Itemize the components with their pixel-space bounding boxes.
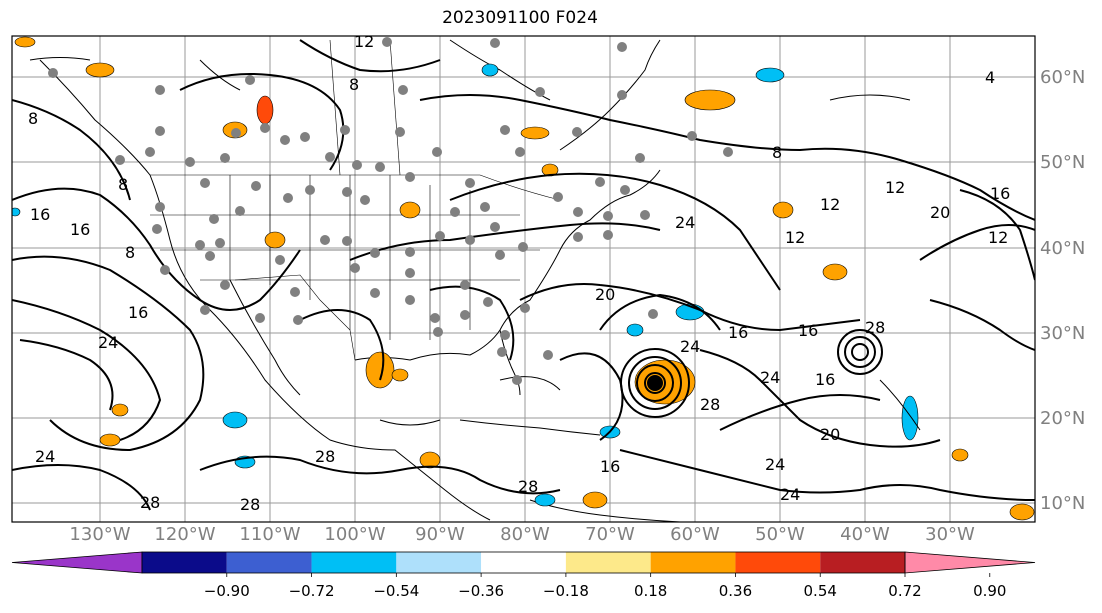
contour-label: 28 — [140, 493, 160, 512]
contour-label: 4 — [985, 68, 995, 87]
map-frame — [11, 35, 1036, 523]
longitude-label: 30°W — [925, 524, 975, 545]
contour-label: 12 — [885, 178, 905, 197]
contour-label: 8 — [118, 175, 128, 194]
longitude-label: 110°W — [239, 524, 301, 545]
colorbar-tick-label: −0.36 — [458, 582, 505, 600]
contour-label: 16 — [30, 205, 50, 224]
contour-label: 28 — [865, 318, 885, 337]
colorbar-frame — [141, 551, 906, 574]
contour-label: 16 — [728, 323, 748, 342]
colorbar-tick-label: 0.54 — [803, 582, 837, 600]
latitude-label: 60°N — [1040, 67, 1086, 88]
longitude-label: 40°W — [840, 524, 890, 545]
contour-label: 24 — [765, 455, 785, 474]
colorbar-segment — [396, 552, 482, 573]
contour-label: 8 — [349, 75, 359, 94]
longitude-label: 50°W — [755, 524, 805, 545]
longitude-label: 130°W — [69, 524, 131, 545]
colorbar-tick-label: 0.72 — [888, 582, 922, 600]
contour-label: 12 — [988, 228, 1008, 247]
colorbar-tick-label: −0.72 — [288, 582, 335, 600]
contour-label: 12 — [820, 195, 840, 214]
longitude-label: 100°W — [324, 524, 386, 545]
latitude-label: 30°N — [1040, 323, 1086, 344]
contour-labels: 12 8 4 8 16 16 8 8 24 12 16 8 24 12 16 1… — [28, 32, 1010, 514]
contour-label: 16 — [70, 220, 90, 239]
contour-label: 24 — [675, 213, 695, 232]
contour-label: 8 — [28, 109, 38, 128]
colorbar-extend-high — [904, 551, 1036, 574]
contour-label: 12 — [354, 32, 374, 51]
contour-label: 16 — [128, 303, 148, 322]
contour-label: 24 — [760, 368, 780, 387]
coastlines — [39, 39, 681, 522]
colorbar-tick-label: −0.90 — [203, 582, 250, 600]
colorbar-tick-label: 0.18 — [633, 582, 668, 600]
colorbar-tick-label: −0.54 — [373, 582, 420, 600]
longitude-label: 80°W — [500, 524, 550, 545]
contour-label: 8 — [772, 143, 782, 162]
contour-label: 20 — [820, 425, 840, 444]
colorbar-tick-label: 0.90 — [973, 582, 1007, 600]
contour-label: 28 — [315, 447, 335, 466]
colorbar-segment — [226, 552, 312, 573]
contour-label: 28 — [240, 495, 260, 514]
map-title: 2023091100 F024 — [442, 8, 598, 28]
colorbar-segment — [142, 552, 227, 573]
contour-label: 20 — [595, 285, 615, 304]
contour-label: 8 — [125, 243, 135, 262]
latitude-label: 40°N — [1040, 238, 1086, 259]
colorbar-segment — [311, 552, 397, 573]
colorbar-segment — [650, 552, 736, 573]
longitude-label: 90°W — [415, 524, 465, 545]
weather-map: 12 8 4 8 16 16 8 8 24 12 16 8 24 12 16 1… — [11, 32, 1036, 523]
colorbar-segment — [820, 552, 905, 573]
longitude-label: 60°W — [670, 524, 720, 545]
contour-label: 20 — [930, 203, 950, 222]
station-markers — [48, 37, 733, 385]
latitude-label: 50°N — [1040, 152, 1086, 173]
contour-label: 24 — [35, 447, 55, 466]
colorbar-tick-label: −0.18 — [542, 582, 589, 600]
colorbar-segment — [735, 552, 821, 573]
contour-label: 24 — [680, 337, 700, 356]
colorbar-tick-label: 0.36 — [718, 582, 753, 600]
contour-label: 12 — [785, 228, 805, 247]
longitude-label: 70°W — [585, 524, 635, 545]
contour-label: 28 — [700, 395, 720, 414]
contour-label: 16 — [990, 184, 1010, 203]
contour-label: 28 — [518, 477, 538, 496]
hurricane-center-marker — [647, 375, 663, 391]
longitude-label: 120°W — [154, 524, 216, 545]
colorbar-extend-low — [11, 551, 143, 574]
colorbar-segment — [481, 552, 566, 573]
latitude-label: 20°N — [1040, 408, 1086, 429]
latitude-label: 10°N — [1040, 493, 1086, 514]
map-plot-area — [12, 36, 1035, 522]
contour-label: 24 — [780, 485, 800, 504]
contour-label: 24 — [98, 333, 118, 352]
contour-label: 16 — [600, 457, 620, 476]
colorbar-segment — [565, 552, 651, 573]
contour-label: 16 — [815, 370, 835, 389]
contour-label: 16 — [798, 321, 818, 340]
thin-contours — [29, 57, 921, 431]
contour-lines — [12, 39, 1035, 511]
colorbar — [11, 551, 1036, 577]
